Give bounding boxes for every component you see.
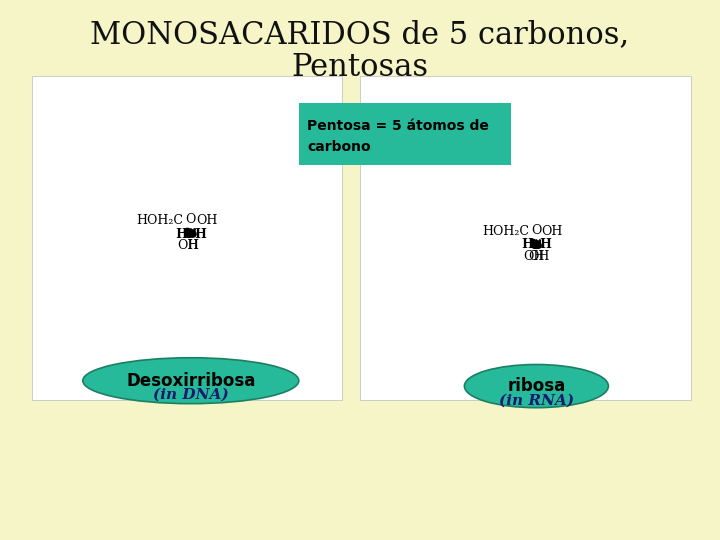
Text: H: H <box>188 239 199 252</box>
Text: Pentosas: Pentosas <box>292 52 428 83</box>
Text: (in RNA): (in RNA) <box>499 394 574 408</box>
FancyBboxPatch shape <box>360 76 691 400</box>
Text: H: H <box>195 227 206 241</box>
Text: (in DNA): (in DNA) <box>153 387 229 401</box>
Text: carbono: carbono <box>307 140 371 154</box>
FancyBboxPatch shape <box>32 76 342 400</box>
Text: OH: OH <box>541 225 563 238</box>
Text: ribosa: ribosa <box>508 377 565 395</box>
Text: Desoxirribosa: Desoxirribosa <box>126 372 256 390</box>
Text: H: H <box>194 228 205 241</box>
Ellipse shape <box>464 364 608 408</box>
FancyBboxPatch shape <box>299 103 511 165</box>
Text: H: H <box>541 239 552 252</box>
Text: H: H <box>521 239 532 252</box>
Text: OH: OH <box>523 250 545 263</box>
Text: H: H <box>176 227 186 241</box>
Text: Pentosa = 5 átomos de: Pentosa = 5 átomos de <box>307 119 490 132</box>
Text: H: H <box>176 228 188 241</box>
Text: OH: OH <box>196 214 217 227</box>
Text: OH: OH <box>528 250 549 263</box>
Text: O: O <box>531 224 541 238</box>
Text: OH: OH <box>178 239 199 252</box>
Text: HOH₂C: HOH₂C <box>482 225 529 238</box>
Text: H: H <box>539 239 550 252</box>
Text: MONOSACARIDOS de 5 carbonos,: MONOSACARIDOS de 5 carbonos, <box>91 19 629 51</box>
Text: H: H <box>523 239 534 252</box>
Ellipse shape <box>83 357 299 404</box>
Text: O: O <box>186 213 196 226</box>
Text: HOH₂C: HOH₂C <box>136 214 184 227</box>
